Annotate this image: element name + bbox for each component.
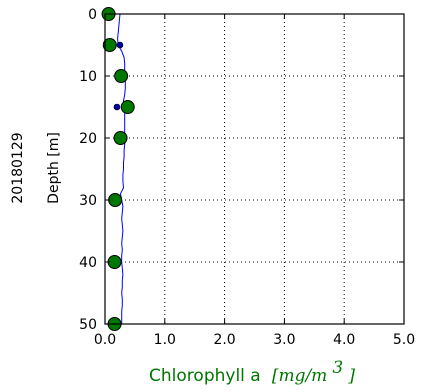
axis-ticks: 0.0 1.0 2.0 3.0 4.0 5.0 0 10 20 30 40 50 (79, 7, 415, 348)
x-tick-label: 0.0 (94, 332, 116, 348)
y-tick-label: 50 (79, 317, 97, 333)
x-tick-label: 3.0 (273, 332, 295, 348)
x-tick-label: 5.0 (393, 332, 415, 348)
x-axis-label-unit-power: 3 (332, 358, 343, 378)
y-tick-label: 10 (79, 69, 97, 85)
x-axis-label: Chlorophyll a [mg/m 3 ] (149, 358, 355, 386)
plot-frame (104, 13, 405, 325)
y-tick-label: 20 (79, 131, 97, 147)
x-tick-label: 1.0 (154, 332, 176, 348)
small-data-point (113, 103, 121, 111)
y-tick-label: 0 (88, 7, 97, 23)
profile-series (117, 13, 126, 324)
side-date-label: 20180129 (10, 132, 26, 203)
large-data-point (102, 38, 117, 52)
x-axis-label-unit-close: ] (347, 366, 355, 386)
y-axis-label: Depth [m] (46, 132, 62, 204)
large-data-point (107, 255, 122, 269)
profile-line (117, 13, 126, 324)
marker-series (101, 7, 135, 331)
large-data-point (120, 100, 135, 114)
large-data-point (114, 69, 129, 83)
grid-lines (104, 13, 405, 325)
y-tick-label: 30 (79, 193, 97, 209)
y-tick-label: 40 (79, 255, 97, 271)
x-tick-label: 4.0 (333, 332, 355, 348)
x-tick-label: 2.0 (213, 332, 235, 348)
small-data-point (116, 41, 124, 49)
x-axis-label-name: Chlorophyll a (149, 366, 261, 386)
x-axis-label-unit: [mg/m (272, 366, 327, 386)
large-data-point (108, 193, 123, 207)
large-data-point (113, 131, 128, 145)
